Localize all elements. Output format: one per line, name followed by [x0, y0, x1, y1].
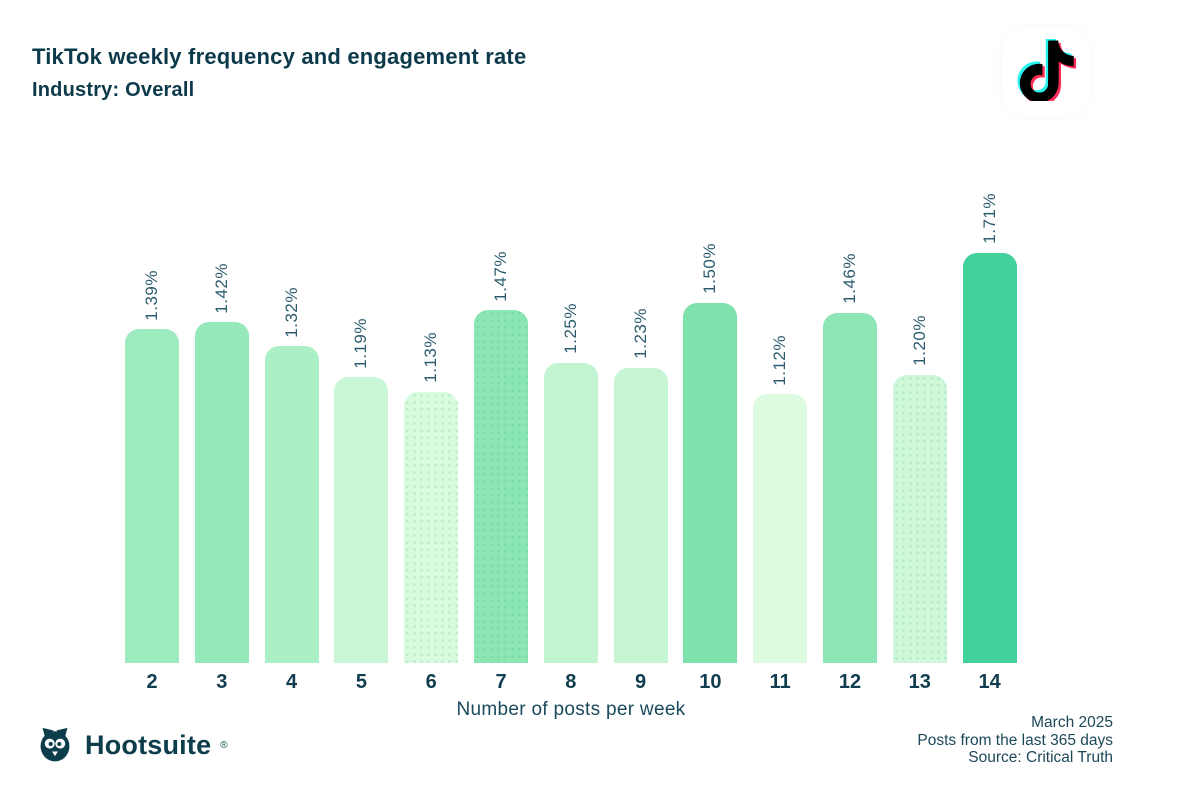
x-tick-label: 10	[699, 671, 722, 693]
source-note-line: Source: Critical Truth	[968, 749, 1113, 766]
bar-value-label-wrap: 1.23%	[614, 229, 668, 359]
source-note: March 2025 Posts from the last 365 days …	[917, 714, 1113, 767]
bar-value-label-wrap: 1.32%	[265, 207, 319, 338]
bar-value-label: 1.39%	[142, 269, 161, 321]
bar-value-label: 1.50%	[700, 243, 720, 294]
hootsuite-owl-icon	[34, 722, 76, 769]
x-tick-label: 11	[769, 671, 791, 693]
bar	[194, 322, 249, 663]
bar-value-label: 1.20%	[909, 315, 929, 366]
bar-value-label-wrap: 1.71%	[963, 114, 1017, 244]
bar	[683, 303, 738, 663]
bar	[474, 310, 528, 663]
x-tick-label: 7	[495, 671, 507, 693]
source-note-line: March 2025	[1031, 714, 1113, 731]
page-subtitle: Industry: Overall	[32, 79, 195, 101]
x-tick-label: 14	[978, 671, 1001, 693]
registered-mark: ®	[220, 739, 228, 751]
tiktok-logo-badge	[1002, 28, 1090, 116]
x-axis-label: Number of posts per week	[456, 699, 686, 720]
x-tick-label: 2	[146, 671, 158, 693]
bar-value-label: 1.25%	[560, 303, 580, 354]
bar	[543, 363, 598, 663]
x-tick-label: 13	[908, 671, 931, 693]
tiktok-note-icon	[1015, 37, 1077, 106]
bar-value-label: 1.71%	[979, 192, 999, 244]
bar-value-label-wrap: 1.25%	[544, 224, 598, 354]
bar-value-label-wrap: 1.39%	[125, 190, 179, 321]
x-tick-label: 4	[286, 671, 298, 693]
bar-value-label: 1.13%	[421, 332, 441, 383]
bar-value-label-wrap: 1.19%	[334, 238, 388, 369]
bar-value-label: 1.23%	[630, 308, 650, 359]
bar-value-label: 1.47%	[491, 250, 510, 302]
bar-value-label-wrap: 1.47%	[474, 171, 528, 302]
bar	[823, 312, 877, 663]
bar	[264, 346, 319, 663]
bar	[125, 329, 179, 663]
bar	[404, 391, 459, 663]
bar-value-label: 1.46%	[840, 252, 859, 304]
bar-value-label: 1.42%	[211, 262, 231, 314]
hootsuite-wordmark: Hootsuite	[85, 729, 212, 760]
bar	[892, 375, 947, 663]
x-tick-label: 12	[838, 671, 862, 693]
x-tick-label: 6	[425, 671, 437, 693]
bar-value-label-wrap: 1.20%	[893, 236, 947, 366]
bar	[753, 394, 808, 663]
x-tick-label: 3	[216, 671, 228, 693]
page-title: TikTok weekly frequency and engagement r…	[32, 44, 527, 69]
x-tick-label: 5	[355, 671, 367, 693]
bar-value-label-wrap: 1.46%	[823, 174, 877, 304]
x-tick-label: 8	[565, 671, 577, 693]
bar	[613, 367, 668, 663]
bar-value-label-wrap: 1.12%	[753, 255, 807, 386]
bar-value-label-wrap: 1.13%	[404, 253, 458, 383]
x-tick-label: 9	[635, 671, 647, 693]
hootsuite-logo: Hootsuite ®	[34, 722, 228, 768]
source-note-line: Posts from the last 365 days	[917, 731, 1113, 749]
bar-value-label: 1.19%	[351, 317, 371, 369]
bar-value-label-wrap: 1.50%	[683, 164, 737, 294]
bar	[962, 252, 1017, 663]
bar-value-label-wrap: 1.42%	[195, 183, 249, 314]
bar	[334, 377, 389, 663]
bar-value-label: 1.12%	[770, 334, 790, 386]
bar-value-label: 1.32%	[281, 286, 301, 338]
